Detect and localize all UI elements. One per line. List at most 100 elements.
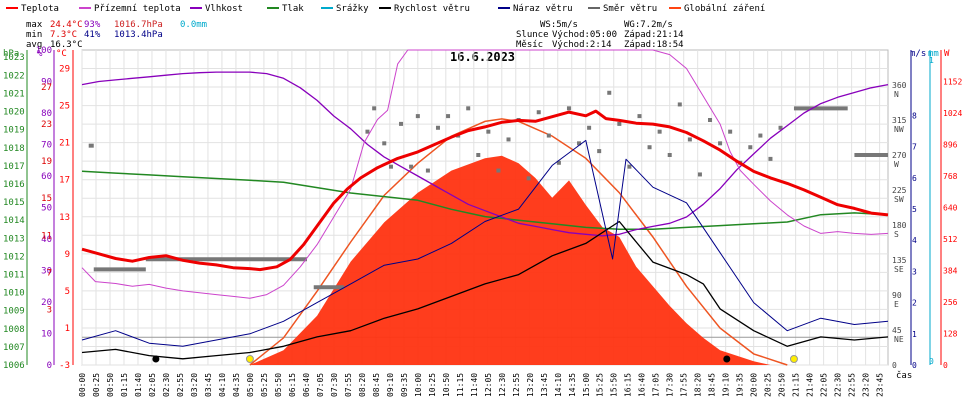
direction-point: [597, 149, 602, 154]
direction-tick: 45: [892, 326, 902, 335]
time-tick: 15:25: [596, 373, 605, 397]
direction-point: [409, 164, 414, 169]
direction-tick-label: N: [894, 90, 899, 99]
time-tick: 08:20: [358, 373, 367, 397]
direction-point: [435, 125, 440, 130]
temp-tick: 9: [65, 250, 70, 260]
time-tick: 00:50: [106, 373, 115, 397]
stat-avg-temp: 16.3°C: [50, 40, 83, 50]
temp-tick-alt: 7: [47, 268, 52, 278]
direction-tick-label: S: [894, 230, 899, 239]
time-tick: 12:30: [498, 373, 507, 397]
series-lines: [81, 49, 889, 360]
pressure-tick: 1023: [3, 53, 25, 63]
direction-tick-label: SE: [894, 265, 904, 274]
time-tick: 17:05: [652, 373, 661, 397]
direction-point: [526, 176, 531, 181]
stat-max-rain: 0.0mm: [180, 20, 207, 30]
direction-point: [486, 129, 491, 134]
time-tick: 15:00: [582, 373, 591, 397]
unit-pressure: hPa: [3, 49, 19, 59]
time-axis: 00:00 00:25 00:50 01:15 01:40 02:05 02:30 02:55…: [78, 373, 885, 397]
radiation-tick: 512: [943, 235, 958, 244]
stat-avg-label: avg: [26, 40, 42, 50]
unit-rain: mm: [928, 49, 939, 59]
legend-label-4: Srážky: [336, 4, 369, 14]
direction-point: [667, 153, 672, 157]
time-tick: 21:15: [792, 373, 801, 397]
time-tick: 01:15: [120, 373, 129, 397]
pressure-tick: 1020: [3, 108, 25, 118]
wind-minimum-marker: [723, 355, 731, 363]
direction-point: [708, 118, 713, 122]
stat-max-hum: 93%: [84, 20, 101, 30]
direction-point: [476, 153, 481, 157]
time-tick: 22:30: [834, 373, 843, 397]
humidity-tick: 60: [41, 172, 52, 182]
time-tick: 20:00: [750, 373, 759, 397]
sun-rise: Východ:05:00: [552, 30, 617, 40]
time-tick: 11:40: [470, 373, 479, 397]
direction-point: [546, 133, 551, 138]
direction-point: [388, 164, 393, 169]
wind-tick: 3: [912, 267, 917, 276]
radiation-tick: 128: [943, 330, 958, 339]
pressure-tick: 1016: [3, 180, 25, 190]
direction-point: [506, 137, 511, 142]
direction-point: [566, 106, 571, 111]
time-tick: 04:35: [232, 373, 241, 397]
direction-point: [697, 172, 702, 177]
wind-tick: 1: [912, 330, 917, 339]
time-tick: 12:05: [484, 373, 493, 397]
legend-label-7: Směr větru: [603, 4, 657, 14]
unit-wind: m/s: [910, 49, 926, 59]
stat-min-hum: 41%: [84, 30, 101, 40]
temp-tick-alt: 3: [47, 305, 52, 315]
time-tick: 23:20: [862, 373, 871, 397]
radiation-tick: 0: [943, 361, 948, 370]
radiation-tick: 896: [943, 141, 958, 150]
stat-max-temp: 24.4°C: [50, 20, 83, 30]
time-tick: 10:50: [442, 373, 451, 397]
series-line-rychlost-v-tru: [81, 220, 889, 360]
wind-tick: 8: [912, 111, 917, 120]
direction-point: [768, 156, 773, 161]
time-tick: 04:10: [218, 373, 227, 397]
time-tick: 13:20: [526, 373, 535, 397]
time-tick: 19:10: [722, 373, 731, 397]
series-line-teplota: [81, 109, 889, 272]
series-line-p-zemn-teplota: [81, 49, 889, 299]
direction-point: [382, 141, 387, 146]
humidity-tick: 100: [36, 46, 52, 56]
pressure-tick: 1011: [3, 270, 25, 280]
time-tick: 21:40: [806, 373, 815, 397]
humidity-tick: 30: [41, 267, 52, 277]
time-tick: 15:50: [610, 373, 619, 397]
wind-ws: WS:5m/s: [540, 20, 578, 30]
series-line-vlhkost: [81, 71, 889, 237]
direction-point: [536, 110, 541, 115]
time-tick: 06:40: [302, 373, 311, 397]
stat-max-pres: 1016.7hPa: [114, 20, 163, 30]
legend-label-1: Přízemní teplota: [94, 4, 181, 14]
temp-tick-alt: 27: [41, 83, 52, 93]
direction-point: [425, 168, 430, 173]
series-line-tlak: [81, 170, 889, 230]
stats-box: max 24.4°C 93% 1016.7hPa 0.0mm min 7.3°C…: [26, 20, 207, 50]
pressure-tick: 1012: [3, 252, 25, 262]
direction-point: [577, 141, 582, 146]
time-tick: 02:05: [148, 373, 157, 397]
time-tick: 02:55: [176, 373, 185, 397]
humidity-tick: 80: [41, 109, 52, 119]
temp-tick: 25: [59, 102, 70, 112]
moon-label: Měsíc: [516, 40, 543, 50]
time-tick: 00:25: [92, 373, 101, 397]
humidity-tick: 10: [41, 330, 52, 340]
time-tick: 03:45: [204, 373, 213, 397]
time-tick: 07:30: [330, 373, 339, 397]
direction-point: [728, 129, 733, 134]
direction-point: [657, 129, 662, 134]
direction-point: [399, 121, 404, 126]
wind-tick: 0: [912, 361, 917, 370]
temp-tick: 29: [59, 65, 70, 75]
